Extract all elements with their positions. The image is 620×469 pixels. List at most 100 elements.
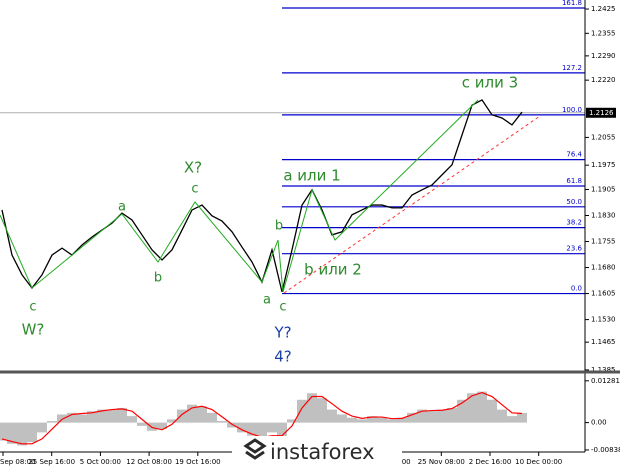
x-tick-label: Sep 08:00 bbox=[0, 458, 36, 466]
fib-label: 50.0 bbox=[566, 198, 582, 206]
histogram-bar bbox=[17, 422, 27, 446]
y-tick-label: 1.1605 bbox=[591, 290, 616, 298]
histogram-bar bbox=[157, 422, 167, 430]
histogram-bar bbox=[287, 419, 297, 423]
y-tick-label: 1.1755 bbox=[591, 238, 616, 246]
fib-label: 76.4 bbox=[566, 151, 582, 159]
histogram-bar bbox=[137, 422, 147, 426]
y-tick-label: 0.01281 bbox=[591, 377, 620, 385]
fib-label: 38.2 bbox=[566, 219, 582, 227]
histogram-bar bbox=[147, 422, 157, 431]
histogram-bar bbox=[477, 391, 487, 423]
histogram-bar bbox=[107, 409, 117, 423]
histogram-bar bbox=[457, 399, 467, 423]
histogram-bar bbox=[367, 416, 377, 423]
histogram-bar bbox=[67, 412, 77, 423]
histogram-bar bbox=[187, 404, 197, 423]
histogram-bar bbox=[487, 399, 497, 423]
histogram-bar bbox=[127, 416, 137, 423]
y-tick-label: 1.1905 bbox=[591, 185, 616, 193]
histogram-bar bbox=[167, 419, 177, 423]
histogram-bar bbox=[417, 409, 427, 423]
histogram-bar bbox=[307, 393, 317, 423]
y-tick-label: 1.1385 bbox=[591, 366, 616, 374]
y-tick-label: 1.1530 bbox=[591, 316, 616, 324]
histogram-bar bbox=[87, 411, 97, 423]
y-tick-label: 1.2220 bbox=[591, 76, 616, 84]
histogram-bar bbox=[267, 422, 277, 433]
x-tick-label: 10 Dec 00:00 bbox=[515, 458, 562, 466]
histogram-bar bbox=[377, 417, 387, 423]
wave-label: b bbox=[154, 271, 162, 286]
fib-label: 0.0 bbox=[571, 285, 582, 293]
histogram-bar bbox=[347, 417, 357, 423]
histogram-bar bbox=[297, 399, 307, 423]
histogram-bar bbox=[407, 412, 417, 423]
histogram-bar bbox=[327, 409, 337, 423]
histogram-bar bbox=[217, 420, 227, 423]
wave-label: X? bbox=[184, 159, 202, 177]
y-tick-label: 1.1680 bbox=[591, 264, 616, 272]
histogram-bar bbox=[397, 417, 407, 423]
histogram-bar bbox=[7, 422, 17, 444]
y-tick-label: 0.00 bbox=[591, 419, 607, 427]
histogram-bar bbox=[177, 409, 187, 423]
histogram-bar bbox=[0, 422, 7, 441]
watermark-logo bbox=[243, 438, 267, 460]
histogram-bar bbox=[37, 422, 47, 433]
histogram-bar bbox=[27, 422, 37, 443]
y-tick-label: 1.2355 bbox=[591, 29, 616, 37]
fib-label: 23.6 bbox=[566, 245, 582, 253]
wave-label: c bbox=[279, 300, 286, 315]
trend-line bbox=[283, 115, 541, 294]
histogram-bar bbox=[237, 422, 247, 433]
wave-label: 4? bbox=[274, 348, 292, 366]
x-tick-label: 19 Oct 16:00 bbox=[175, 458, 221, 466]
wave-label: W? bbox=[22, 321, 45, 339]
wave-label: c bbox=[191, 182, 198, 197]
fib-label: 61.8 bbox=[566, 177, 582, 185]
histogram-bar bbox=[387, 419, 397, 423]
wave-label: b bbox=[275, 219, 283, 234]
y-tick-label: 1.1465 bbox=[591, 338, 616, 346]
wave-line bbox=[0, 99, 479, 293]
histogram-bar bbox=[247, 422, 257, 436]
wave-label: a bbox=[118, 200, 126, 215]
histogram-bar bbox=[507, 416, 517, 423]
wave-label: Y? bbox=[273, 324, 291, 342]
histogram-bar bbox=[97, 409, 107, 423]
histogram-bar bbox=[47, 420, 57, 423]
histogram-bar bbox=[437, 409, 447, 423]
watermark-background bbox=[232, 436, 402, 469]
y-tick-label: 1.2055 bbox=[591, 133, 616, 141]
watermark: instaforex bbox=[232, 436, 402, 469]
y-tick-label: -0.00838 bbox=[591, 446, 620, 454]
x-tick-label: 25 Nov 08:00 bbox=[418, 458, 465, 466]
histogram-bar bbox=[77, 414, 87, 423]
histogram-bar bbox=[357, 419, 367, 423]
y-tick-label: 1.1830 bbox=[591, 211, 616, 219]
wave-label: c или 3 bbox=[462, 74, 518, 92]
y-tick-label: 1.2290 bbox=[591, 52, 616, 60]
wave-label: a bbox=[263, 293, 271, 308]
histogram-bar bbox=[517, 412, 527, 423]
x-tick-label: 12 Oct 08:00 bbox=[126, 458, 172, 466]
histogram-bar bbox=[197, 406, 207, 423]
fib-label: 127.2 bbox=[562, 64, 582, 72]
histogram-bar bbox=[257, 422, 267, 439]
histogram-bar bbox=[317, 398, 327, 423]
x-tick-label: 2 Dec 16:00 bbox=[469, 458, 512, 466]
wave-label: b или 2 bbox=[304, 261, 362, 279]
y-tick-label: 1.2425 bbox=[591, 5, 616, 13]
wave-label: a или 1 bbox=[283, 167, 340, 185]
fib-label: 161.8 bbox=[562, 0, 582, 7]
x-tick-label: 5 Oct 00:00 bbox=[80, 458, 121, 466]
y-tick-label: 1.1975 bbox=[591, 161, 616, 169]
histogram-bar bbox=[467, 393, 477, 423]
last-price-box bbox=[586, 107, 616, 118]
last-price-label: 1.2126 bbox=[589, 109, 614, 117]
watermark-text: instaforex bbox=[270, 440, 375, 464]
